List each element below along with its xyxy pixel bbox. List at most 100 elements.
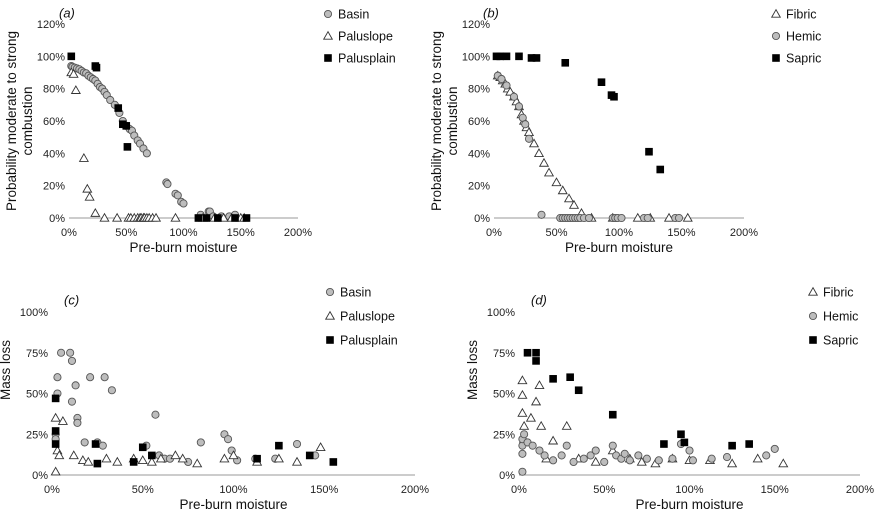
- y-tick-label: 80%: [468, 84, 490, 96]
- data-point-hemic: [722, 453, 732, 462]
- y-axis-label-line: combustion: [20, 86, 35, 155]
- data-point-palusplain: [214, 214, 222, 222]
- data-point-basin: [67, 397, 77, 406]
- x-tick-label: 0%: [61, 227, 77, 239]
- data-point-paluslope: [70, 85, 81, 94]
- y-tick-label: 100%: [462, 51, 490, 63]
- data-point-basin: [196, 438, 205, 447]
- data-point-sapric: [561, 59, 570, 67]
- legend-marker-basin: [325, 287, 335, 297]
- data-point-hemic: [642, 454, 651, 463]
- data-point-basin: [106, 95, 115, 105]
- data-point-hemic: [520, 430, 529, 439]
- x-tick-label: 50%: [115, 227, 137, 239]
- data-point-sapric: [574, 386, 583, 395]
- data-point-fibric: [590, 456, 601, 466]
- data-point-basin: [179, 199, 188, 208]
- data-point-paluslope: [155, 453, 166, 463]
- panel-title: (d): [531, 293, 547, 308]
- data-point-paluslope: [170, 212, 181, 222]
- data-point-paluslope: [228, 450, 239, 460]
- data-point-palusplain: [329, 458, 338, 466]
- data-point-basin: [86, 373, 95, 382]
- data-point-hemic: [537, 210, 546, 219]
- data-point-paluslope: [291, 456, 303, 466]
- y-axis-label: Probability moderate to strongcombustion: [4, 31, 35, 211]
- data-point-hemic: [617, 213, 626, 223]
- series-palusplain: [67, 52, 251, 222]
- data-point-fibric: [517, 389, 528, 399]
- data-point-fibric: [525, 412, 537, 422]
- data-point-sapric: [645, 147, 653, 156]
- y-tick-label: 0%: [474, 213, 490, 225]
- data-point-hemic: [591, 446, 600, 455]
- legend-label-palusplain: Palusplain: [340, 334, 398, 348]
- data-point-paluslope: [78, 152, 89, 162]
- data-point-sapric: [608, 410, 617, 419]
- x-tick-label: 150%: [667, 227, 695, 239]
- data-point-fibric: [632, 212, 643, 222]
- y-tick-label: 60%: [468, 116, 490, 128]
- data-point-basin: [142, 149, 151, 158]
- data-point-hemic: [643, 213, 652, 223]
- data-point-fibric: [548, 435, 559, 445]
- data-point-hemic: [707, 454, 716, 463]
- legend-label-fibric: Fibric: [823, 286, 854, 300]
- data-point-basin: [107, 386, 116, 395]
- data-point-sapric: [745, 440, 753, 448]
- x-tick-label: 200%: [730, 227, 758, 239]
- y-tick-label: 0%: [499, 470, 515, 482]
- y-tick-label: 0%: [32, 470, 48, 482]
- data-point-fibric: [543, 167, 555, 177]
- data-point-palusplain: [129, 458, 138, 466]
- data-point-sapric: [610, 92, 618, 101]
- data-point-paluslope: [68, 68, 79, 78]
- data-point-fibric: [517, 407, 528, 417]
- y-axis-label: Mass loss: [0, 340, 13, 400]
- y-tick-label: 0%: [49, 213, 65, 225]
- legend-label-sapric: Sapric: [786, 52, 821, 66]
- data-point-sapric: [680, 438, 689, 447]
- data-point-hemic: [770, 444, 779, 453]
- legend-label-hemic: Hemic: [786, 30, 821, 44]
- data-point-hemic: [688, 456, 697, 465]
- data-point-hemic: [569, 457, 578, 467]
- data-point-palusplain: [92, 63, 101, 72]
- data-point-hemic: [518, 449, 527, 458]
- panel-title: (c): [64, 293, 79, 308]
- y-tick-label: 75%: [493, 348, 515, 360]
- data-point-hemic: [535, 446, 544, 455]
- data-point-palusplain: [242, 214, 251, 222]
- data-point-hemic: [579, 454, 588, 463]
- data-point-paluslope: [50, 412, 61, 422]
- series-sapric: [523, 348, 753, 450]
- data-point-palusplain: [67, 52, 76, 61]
- legend-marker-fibric: [770, 8, 782, 18]
- data-point-paluslope: [99, 212, 110, 222]
- y-tick-label: 40%: [468, 148, 490, 160]
- y-tick-label: 25%: [493, 429, 515, 441]
- x-tick-label: 100%: [675, 484, 703, 496]
- chart-panel-d: (d) 0% 25% 50% 75% 100% 0% 50% 100% 150% 200% Pre-b…: [465, 286, 874, 513]
- data-point-basin: [66, 348, 75, 357]
- data-point-paluslope: [77, 455, 88, 465]
- data-point-palusplain: [51, 440, 60, 448]
- data-point-hemic: [634, 451, 643, 460]
- legend-marker-fibric: [807, 286, 819, 296]
- data-point-hemic: [584, 213, 594, 223]
- legend-marker-hemic: [808, 311, 818, 321]
- legend-marker-hemic: [771, 31, 781, 41]
- data-point-sapric: [502, 52, 511, 61]
- legend-marker-basin: [323, 9, 333, 19]
- y-axis-label: Probability moderate to strongcombustion: [429, 31, 460, 211]
- data-point-hemic: [668, 454, 677, 463]
- data-point-hemic: [518, 467, 527, 476]
- data-point-fibric: [682, 212, 693, 222]
- data-point-fibric: [568, 199, 580, 209]
- y-tick-label: 75%: [26, 348, 48, 360]
- data-point-fibric: [752, 453, 763, 463]
- y-tick-label: 20%: [43, 181, 65, 193]
- data-point-paluslope: [54, 450, 65, 460]
- chart-panel-c: (c) 0% 25% 50% 75% 100% 0% 50% 100% 150% 200% Pre-b…: [0, 286, 429, 513]
- series-hemic: [493, 71, 684, 223]
